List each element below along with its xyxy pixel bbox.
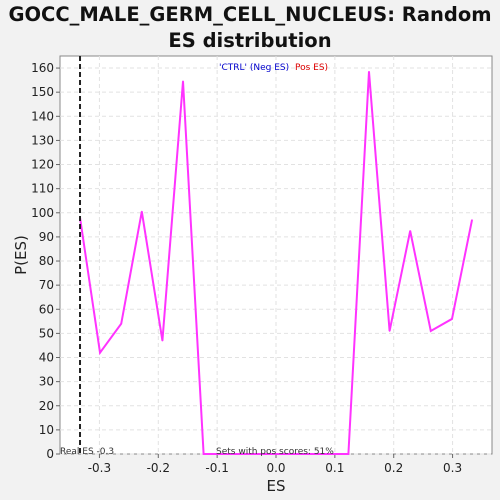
data-point <box>161 339 164 342</box>
data-point <box>451 318 453 320</box>
y-tick-label: 150 <box>31 85 54 99</box>
y-tick-label: 30 <box>39 375 54 389</box>
data-point <box>244 453 246 455</box>
axes: 0 10 20 30 40 50 60 70 80 90 100 110 120 130 140 150 160… <box>31 61 462 475</box>
data-point <box>429 330 432 332</box>
x-tick-label: 0.2 <box>384 461 403 475</box>
y-tick-label: 60 <box>39 302 54 316</box>
x-tick-label: -0.1 <box>205 461 228 475</box>
data-point <box>99 351 101 354</box>
series <box>79 70 473 455</box>
y-tick-label: 50 <box>39 326 54 340</box>
data-point <box>264 453 267 455</box>
x-axis-label: ES <box>267 477 286 495</box>
data-point <box>368 70 370 73</box>
x-tick-label: -0.2 <box>147 461 170 475</box>
chart-title: GOCC_MALE_GERM_CELL_NUCLEUS: Random ES d… <box>8 3 492 52</box>
y-tick-label: 80 <box>39 254 54 268</box>
y-tick-label: 0 <box>46 447 54 461</box>
y-tick-label: 70 <box>39 278 54 292</box>
data-point <box>285 453 288 455</box>
data-point <box>471 219 473 221</box>
legend-pos-label: Pos ES) <box>295 63 328 73</box>
data-point <box>120 322 123 325</box>
data-point <box>306 453 308 455</box>
y-tick-label: 130 <box>31 133 54 147</box>
y-tick-label: 160 <box>31 61 54 75</box>
grid <box>60 56 492 455</box>
y-tick-label: 20 <box>39 399 54 413</box>
y-tick-label: 90 <box>39 230 54 244</box>
y-tick-label: 100 <box>31 206 54 220</box>
y-tick-label: 140 <box>31 109 54 123</box>
series-line <box>79 71 473 455</box>
x-tick-label: 0.0 <box>266 461 285 475</box>
y-axis-label: P(ES) <box>12 235 30 275</box>
data-point <box>326 453 329 455</box>
data-point <box>347 453 350 455</box>
x-tick-label: 0.1 <box>325 461 344 475</box>
real-es-label: Real ES -0.3 <box>60 447 114 457</box>
data-point <box>409 230 411 232</box>
legend-neg-label: 'CTRL' (Neg ES) <box>219 63 289 73</box>
y-tick-label: 10 <box>39 423 54 437</box>
x-tick-label: -0.3 <box>88 461 111 475</box>
data-point <box>223 453 226 455</box>
data-point <box>202 453 205 455</box>
data-point <box>141 210 143 213</box>
pos-scores-label: Sets with pos scores: 51% <box>216 447 334 457</box>
data-point <box>182 80 184 83</box>
y-tick-label: 40 <box>39 351 54 365</box>
x-tick-label: 0.3 <box>443 461 462 475</box>
data-point <box>388 330 391 332</box>
y-tick-label: 120 <box>31 158 54 172</box>
y-tick-label: 110 <box>31 182 54 196</box>
